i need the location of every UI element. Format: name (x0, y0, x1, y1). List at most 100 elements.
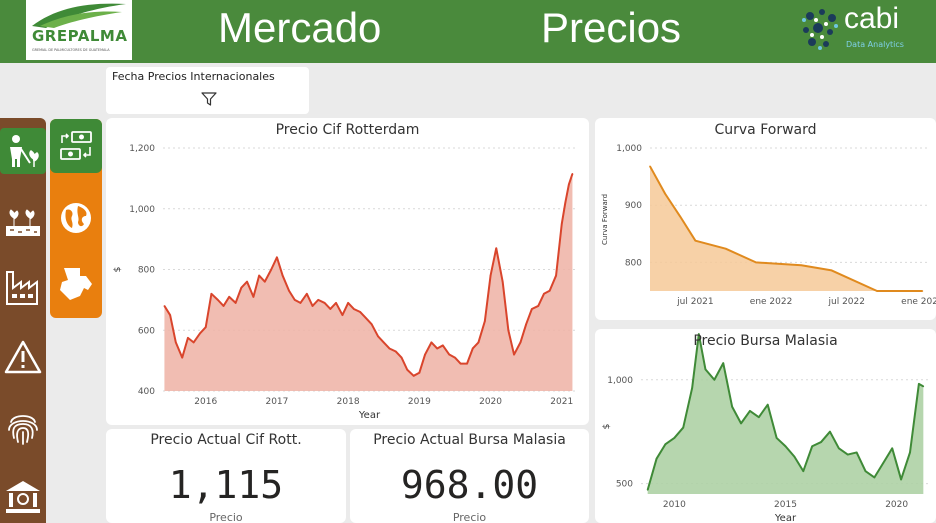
data-point[interactable] (793, 455, 796, 458)
data-point[interactable] (838, 447, 840, 450)
bursa-malasia-chart[interactable]: 500 1,000 2010 2015 2020 Year $ (595, 329, 936, 523)
data-point[interactable] (673, 437, 676, 439)
data-point[interactable] (484, 320, 486, 322)
data-point[interactable] (691, 387, 693, 389)
data-point[interactable] (555, 274, 557, 277)
data-point[interactable] (731, 405, 733, 408)
data-point[interactable] (909, 451, 911, 454)
data-point[interactable] (234, 302, 237, 304)
data-point[interactable] (873, 476, 876, 479)
sidebar-item-warning[interactable] (0, 334, 46, 380)
forward-curve-chart[interactable]: 800 900 1,000 jul 2021 ene 2022 jul 2022 ene 2… (595, 118, 936, 320)
data-point[interactable] (649, 165, 651, 168)
sidebar-item-institution[interactable] (0, 474, 46, 520)
data-point[interactable] (353, 308, 355, 310)
data-point[interactable] (412, 375, 415, 377)
sidebar-subitem-global[interactable] (50, 193, 102, 243)
data-point[interactable] (811, 445, 813, 448)
data-point[interactable] (564, 201, 567, 204)
data-point[interactable] (442, 344, 444, 347)
data-point[interactable] (246, 280, 248, 283)
data-point[interactable] (495, 247, 498, 250)
data-point[interactable] (846, 453, 849, 456)
data-point[interactable] (501, 280, 504, 283)
data-point[interactable] (477, 341, 480, 344)
data-point[interactable] (359, 311, 362, 313)
data-point[interactable] (395, 350, 397, 353)
data-point[interactable] (664, 443, 667, 445)
data-point[interactable] (679, 215, 682, 218)
data-point[interactable] (749, 410, 751, 412)
data-point[interactable] (175, 341, 177, 344)
data-point[interactable] (548, 289, 551, 292)
data-point[interactable] (240, 286, 243, 289)
data-point[interactable] (864, 470, 867, 472)
data-point[interactable] (187, 337, 189, 339)
data-point[interactable] (543, 293, 545, 295)
data-point[interactable] (766, 403, 769, 406)
data-point[interactable] (365, 317, 367, 319)
data-point[interactable] (758, 416, 760, 418)
data-point[interactable] (724, 247, 727, 250)
data-point[interactable] (820, 441, 822, 443)
data-point[interactable] (335, 302, 337, 304)
data-point[interactable] (192, 341, 195, 344)
data-point[interactable] (317, 299, 320, 301)
data-point[interactable] (311, 305, 314, 307)
data-point[interactable] (891, 447, 894, 450)
data-point[interactable] (388, 347, 391, 350)
data-point[interactable] (740, 422, 742, 425)
data-point[interactable] (199, 332, 201, 335)
data-point[interactable] (341, 314, 344, 316)
data-point[interactable] (876, 290, 878, 292)
data-point[interactable] (519, 341, 522, 344)
data-point[interactable] (204, 326, 207, 329)
data-point[interactable] (181, 356, 184, 359)
data-point[interactable] (222, 305, 225, 307)
data-point[interactable] (270, 268, 273, 271)
data-point[interactable] (922, 385, 925, 388)
data-point[interactable] (163, 305, 166, 307)
sidebar-item-plantation[interactable] (0, 198, 46, 244)
cif-rotterdam-chart[interactable]: 400 600 800 1,000 1,200 2016 2017 2018 2019 2020 2… (106, 118, 589, 425)
data-point[interactable] (525, 323, 527, 325)
data-point[interactable] (918, 383, 920, 385)
data-point[interactable] (802, 470, 805, 472)
data-point[interactable] (921, 290, 924, 292)
data-point[interactable] (228, 296, 231, 298)
data-point[interactable] (436, 347, 438, 350)
data-point[interactable] (281, 274, 284, 277)
data-point[interactable] (755, 261, 757, 264)
data-point[interactable] (306, 293, 308, 295)
data-point[interactable] (784, 445, 787, 448)
data-point[interactable] (713, 378, 716, 381)
data-point[interactable] (370, 323, 373, 325)
data-point[interactable] (169, 314, 171, 316)
data-point[interactable] (829, 430, 831, 433)
data-point[interactable] (210, 293, 213, 295)
data-point[interactable] (513, 353, 515, 356)
data-point[interactable] (855, 451, 858, 454)
filter-icon[interactable] (201, 92, 217, 106)
data-point[interactable] (459, 362, 462, 365)
data-point[interactable] (882, 462, 885, 464)
data-point[interactable] (288, 289, 290, 292)
sidebar-item-factory[interactable] (0, 264, 46, 310)
data-point[interactable] (217, 299, 219, 301)
data-point[interactable] (722, 362, 725, 364)
data-point[interactable] (537, 305, 540, 307)
data-point[interactable] (329, 308, 332, 310)
data-point[interactable] (406, 368, 409, 371)
data-point[interactable] (568, 183, 570, 186)
sidebar-item-fingerprint[interactable] (0, 404, 46, 450)
data-point[interactable] (471, 347, 474, 350)
data-point[interactable] (900, 478, 902, 481)
sidebar-item-farmer[interactable] (0, 128, 46, 174)
data-point[interactable] (800, 264, 803, 267)
data-point[interactable] (698, 333, 700, 335)
data-point[interactable] (466, 362, 468, 365)
data-point[interactable] (830, 269, 833, 272)
data-point[interactable] (347, 302, 349, 304)
data-point[interactable] (507, 329, 510, 332)
data-point[interactable] (430, 341, 433, 344)
